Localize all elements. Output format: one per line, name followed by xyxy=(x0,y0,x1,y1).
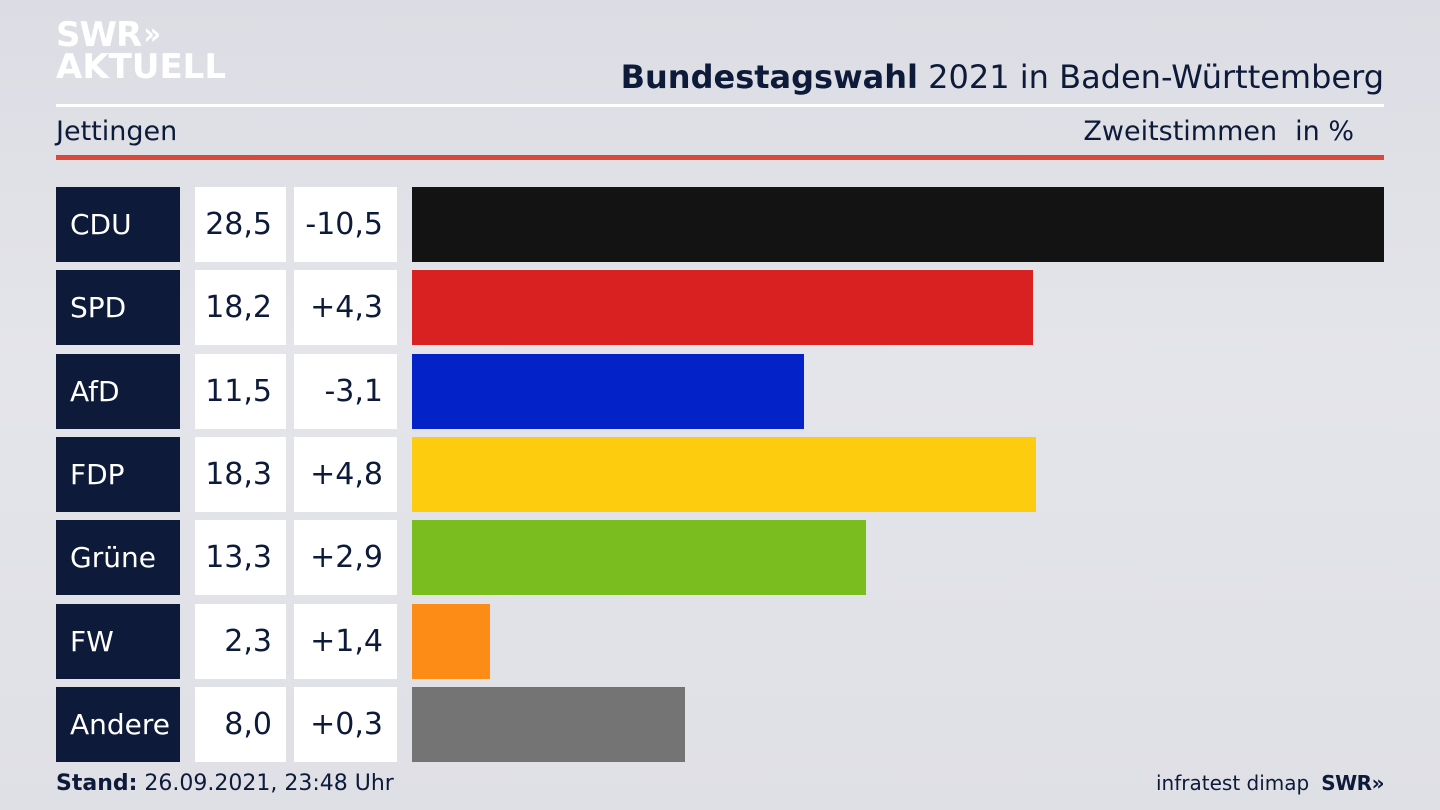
bar xyxy=(412,687,685,762)
vote-share-value: 13,3 xyxy=(195,520,286,595)
vote-share-value: 28,5 xyxy=(195,187,286,262)
page-title: Bundestagswahl 2021 in Baden-Württemberg xyxy=(621,58,1384,96)
result-row: FDP 18,3 +4,8 xyxy=(56,437,1384,512)
logo-chevron-icon: » xyxy=(143,17,162,52)
source-credit: infratest dimap SWR» xyxy=(1156,771,1384,795)
bar xyxy=(412,437,1036,512)
bar xyxy=(412,354,804,429)
party-label: SPD xyxy=(56,270,180,345)
header-divider xyxy=(56,104,1384,107)
timestamp: Stand: 26.09.2021, 23:48 Uhr xyxy=(56,771,394,796)
vote-share-value: 2,3 xyxy=(195,604,286,679)
location-label: Jettingen xyxy=(56,116,178,147)
change-value: -10,5 xyxy=(294,187,397,262)
change-value: +1,4 xyxy=(294,604,397,679)
change-value: -3,1 xyxy=(294,354,397,429)
bar xyxy=(412,520,866,595)
title-bold: Bundestagswahl xyxy=(620,58,918,96)
title-rest: 2021 in Baden-Württemberg xyxy=(928,58,1384,96)
footer-swr-logo: SWR» xyxy=(1321,771,1384,795)
result-row: SPD 18,2 +4,3 xyxy=(56,270,1384,345)
party-label: FDP xyxy=(56,437,180,512)
party-label: AfD xyxy=(56,354,180,429)
vote-share-value: 11,5 xyxy=(195,354,286,429)
unit-text: in % xyxy=(1295,116,1354,147)
result-row: FW 2,3 +1,4 xyxy=(56,604,1384,679)
result-row: Andere 8,0 +0,3 xyxy=(56,687,1384,762)
result-row: Grüne 13,3 +2,9 xyxy=(56,520,1384,595)
vote-share-value: 18,2 xyxy=(195,270,286,345)
result-row: AfD 11,5 -3,1 xyxy=(56,354,1384,429)
party-label: Andere xyxy=(56,687,180,762)
measure-text: Zweitstimmen xyxy=(1083,116,1278,147)
logo-swr-text: SWR xyxy=(56,15,142,55)
bar xyxy=(412,270,1033,345)
accent-divider xyxy=(56,155,1384,160)
source-text: infratest dimap xyxy=(1156,771,1310,795)
party-label: CDU xyxy=(56,187,180,262)
change-value: +0,3 xyxy=(294,687,397,762)
result-row: CDU 28,5 -10,5 xyxy=(56,187,1384,262)
swr-aktuell-logo: SWR » AKTUELL xyxy=(56,16,226,84)
bar xyxy=(412,187,1384,262)
stand-value: 26.09.2021, 23:48 Uhr xyxy=(144,771,394,796)
stand-label: Stand: xyxy=(56,771,138,796)
vote-share-value: 18,3 xyxy=(195,437,286,512)
vote-share-value: 8,0 xyxy=(195,687,286,762)
change-value: +4,8 xyxy=(294,437,397,512)
change-value: +4,3 xyxy=(294,270,397,345)
party-label: Grüne xyxy=(56,520,180,595)
party-label: FW xyxy=(56,604,180,679)
measure-label: Zweitstimmen in % xyxy=(1083,116,1354,147)
logo-aktuell-text: AKTUELL xyxy=(56,47,227,87)
bar xyxy=(412,604,490,679)
change-value: +2,9 xyxy=(294,520,397,595)
